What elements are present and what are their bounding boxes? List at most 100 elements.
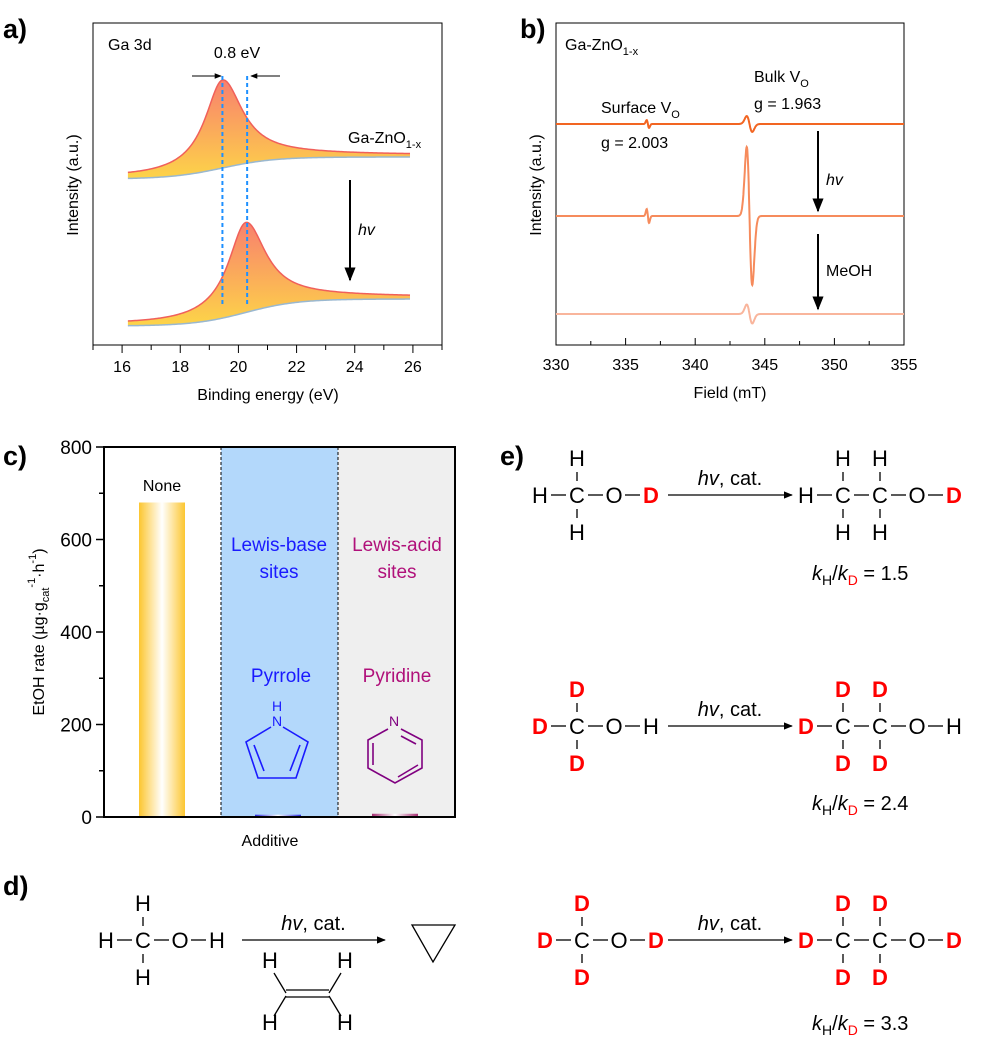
bar-pyridine xyxy=(372,813,418,817)
atom: H xyxy=(835,446,851,471)
panel-label-b: b) xyxy=(520,14,545,44)
reaction-conditions: hv, cat. xyxy=(698,699,762,721)
deuterium-atom: D xyxy=(574,965,590,990)
carbon-atom: C xyxy=(872,928,888,953)
deuterium-atom: D xyxy=(946,928,962,953)
panel-label-a: a) xyxy=(3,14,27,44)
x-axis-title: Binding energy (eV) xyxy=(197,387,338,404)
pyridine-structure: N xyxy=(367,713,423,784)
lewis-acid-region xyxy=(338,447,455,817)
carbon-atom: C xyxy=(872,714,888,739)
atom: H xyxy=(135,965,151,990)
y-tick-label: 200 xyxy=(60,716,92,737)
x-axis-title: Additive xyxy=(242,833,299,850)
atom: O xyxy=(171,928,188,953)
plot-frame xyxy=(555,22,905,346)
shift-label: 0.8 eV xyxy=(214,45,261,62)
category-label-pyrrole: Pyrrole xyxy=(251,666,311,687)
atom: H xyxy=(337,948,353,973)
atom: H xyxy=(872,520,888,545)
pyridine-ring xyxy=(367,728,423,784)
bar-none xyxy=(139,502,185,817)
x-tick-label: 26 xyxy=(404,359,422,376)
panel-label-d: d) xyxy=(3,871,28,901)
bond xyxy=(328,995,342,1017)
sample-label: Ga-ZnO1-x xyxy=(348,130,422,151)
pyrrole-ring xyxy=(245,726,309,779)
deuterium-atom: D xyxy=(835,891,851,916)
reaction-conditions: hv, cat. xyxy=(698,468,762,490)
pyrrole-h-atom: H xyxy=(272,698,282,714)
pyrrole-n-atom: N xyxy=(272,713,282,729)
ethylene-molecule: H H H H xyxy=(262,948,353,1035)
atom: H xyxy=(569,520,585,545)
bond xyxy=(273,972,287,994)
bond xyxy=(328,972,342,994)
carbon-atom: C xyxy=(835,483,851,508)
atom: H xyxy=(262,948,278,973)
atom: H xyxy=(872,446,888,471)
kie-value: kH/kD = 1.5 xyxy=(812,563,908,588)
epr-trace xyxy=(556,303,904,325)
cyclopropane-structure xyxy=(410,924,457,964)
deuterium-atom: D xyxy=(643,483,659,508)
deuterium-atom: D xyxy=(946,483,962,508)
atom: O xyxy=(605,714,622,739)
bulk-g-label: g = 1.963 xyxy=(754,96,821,113)
deuterium-atom: D xyxy=(537,928,553,953)
spectrum-line xyxy=(127,221,411,322)
y-axis-title: Intensity (a.u.) xyxy=(528,134,545,235)
rate-bar-chart: 0 200 400 600 800 None Lewis-base sites Lewi… xyxy=(26,438,456,850)
epr-chart: 330 335 340 345 350 355 Ga-ZnO1-x Surface VO … xyxy=(528,22,917,402)
surface-vo-label: Surface VO xyxy=(601,100,680,121)
lewis-base-region xyxy=(221,447,338,817)
deuterium-atom: D xyxy=(574,891,590,916)
y-axis-title: EtOH rate (µg·gcat-1·h-1) xyxy=(26,548,52,715)
deuterium-atom: D xyxy=(872,891,888,916)
y-tick-label: 0 xyxy=(81,808,92,829)
atom: O xyxy=(908,928,925,953)
epr-trace xyxy=(556,115,904,133)
surface-g-label: g = 2.003 xyxy=(601,135,668,152)
atom: H xyxy=(532,483,548,508)
atom: H xyxy=(135,891,151,916)
deuterium-atom: D xyxy=(798,714,814,739)
x-tick-label: 330 xyxy=(543,357,570,374)
deuterium-atom: D xyxy=(872,751,888,776)
irradiation-label: hv xyxy=(826,172,844,189)
deuterium-atom: D xyxy=(798,928,814,953)
peak-fill xyxy=(127,222,411,326)
x-axis-title: Field (mT) xyxy=(694,385,767,402)
pyridine-n-atom: N xyxy=(389,713,399,729)
group-label-sites: sites xyxy=(259,562,298,583)
x-tick-label: 24 xyxy=(346,359,364,376)
carbon-atom: C xyxy=(872,483,888,508)
atom: H xyxy=(643,714,659,739)
xps-chart: 16 18 20 22 24 26 Ga 3d 0.8 eV Ga-ZnO1-x hv B… xyxy=(65,22,443,404)
kie-value: kH/kD = 3.3 xyxy=(812,1013,908,1038)
group-label-sites: sites xyxy=(377,562,416,583)
bond xyxy=(273,995,287,1017)
pyrrole-structure: H N xyxy=(245,698,309,779)
spectrum-line xyxy=(127,79,411,174)
atom: H xyxy=(98,928,114,953)
panel-label-c: c) xyxy=(3,441,27,471)
group-label-lewis-base: Lewis-base xyxy=(231,535,327,556)
deuterium-atom: D xyxy=(835,677,851,702)
y-tick-label: 600 xyxy=(60,531,92,552)
background-line xyxy=(127,156,411,180)
carbon-atom: C xyxy=(569,483,585,508)
carbon-atom: C xyxy=(835,714,851,739)
deuterium-atom: D xyxy=(872,677,888,702)
irradiation-label: hv xyxy=(358,222,376,239)
atom: O xyxy=(908,714,925,739)
atom: H xyxy=(337,1010,353,1035)
y-tick-label: 800 xyxy=(60,438,92,459)
category-label-pyridine: Pyridine xyxy=(363,666,432,687)
y-tick-label: 400 xyxy=(60,623,92,644)
deuterium-atom: D xyxy=(569,751,585,776)
